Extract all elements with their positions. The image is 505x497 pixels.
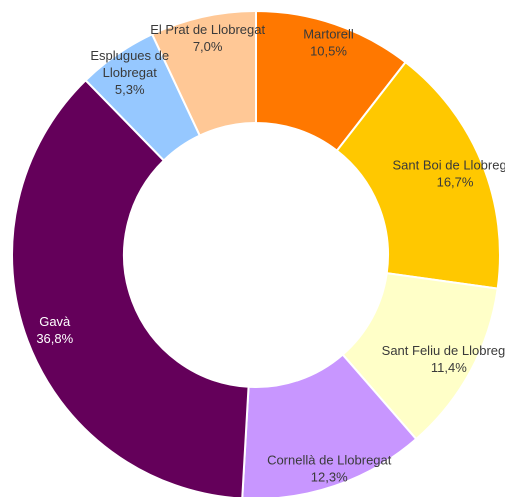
slice-value-label: 7,0% [193, 39, 223, 54]
donut-labels: Martorell 10,5% Sant Boi de Llobregat 16,7%… [36, 22, 505, 484]
slice-sant-boi-de-llobregat [335, 60, 501, 290]
slice-label-esplugues-de-llobregat: Esplugues de Llobregat 5,3% [90, 48, 169, 97]
slice-label-sant-feliu-de-llobregat: Sant Feliu de Llobregat 11,4% [382, 343, 505, 375]
slice-category-label: Llobregat [103, 65, 158, 80]
slice-value-label: 12,3% [311, 469, 348, 484]
slice-gav- [11, 78, 250, 497]
slice-value-label: 5,3% [115, 82, 145, 97]
donut-slices [11, 9, 501, 497]
slice-label-sant-boi-de-llobregat: Sant Boi de Llobregat 16,7% [393, 158, 505, 190]
slice-category-label: Esplugues de [90, 48, 169, 63]
slice-category-label: Sant Feliu de Llobregat [382, 343, 505, 358]
slice-value-label: 10,5% [310, 44, 347, 59]
slice-value-label: 16,7% [437, 175, 474, 190]
slice-category-label: Gavà [39, 314, 71, 329]
slice-value-label: 36,8% [36, 331, 73, 346]
slice-el-prat-de-llobregat [150, 9, 257, 137]
slice-label-cornell-de-llobregat: Cornellà de Llobregat 12,3% [267, 452, 392, 484]
slice-label-martorell: Martorell 10,5% [303, 27, 354, 59]
slice-label-gav-: Gavà 36,8% [36, 314, 73, 346]
slice-category-label: Sant Boi de Llobregat [393, 158, 505, 173]
slice-category-label: El Prat de Llobregat [150, 22, 265, 37]
slice-category-label: Martorell [303, 27, 354, 42]
slice-category-label: Cornellà de Llobregat [267, 452, 392, 467]
slice-label-el-prat-de-llobregat: El Prat de Llobregat 7,0% [150, 22, 265, 54]
slice-value-label: 11,4% [431, 360, 467, 375]
slice-cornell-de-llobregat [241, 353, 418, 497]
